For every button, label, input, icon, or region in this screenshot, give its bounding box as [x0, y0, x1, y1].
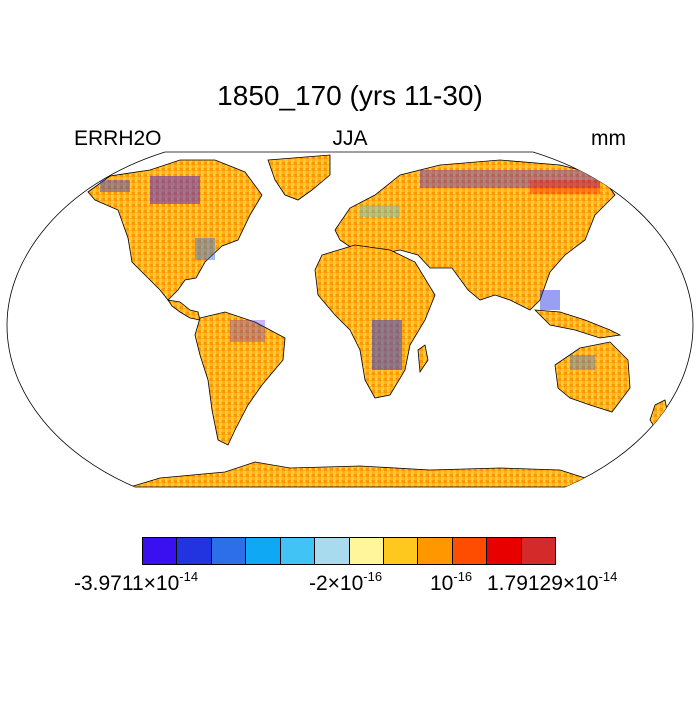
colorbar-box-5: [315, 538, 350, 564]
map-title: 1850_170 (yrs 11-30): [217, 80, 483, 111]
south-america-landmass: [194, 311, 286, 446]
colorbar-box-9: [452, 538, 488, 564]
units-label: mm: [591, 127, 626, 150]
colorbar-box-11: [521, 538, 556, 564]
colorbar-label-pos: 10-16: [430, 569, 473, 595]
colorbar-label-max: 1.79129×10-14: [487, 569, 618, 595]
madagascar-landmass: [417, 344, 429, 374]
colorbar-box-2: [211, 538, 247, 564]
season-label: JJA: [332, 127, 368, 150]
greenland-landmass: [267, 154, 331, 201]
colorbar-box-10: [487, 538, 522, 564]
colorbar-box-4: [280, 538, 316, 564]
indonesia-landmass: [533, 309, 622, 339]
colorbar-box-1: [177, 538, 212, 564]
north-america-landmass: [87, 159, 263, 301]
colorbar: [142, 537, 556, 565]
australia-landmass: [554, 341, 631, 413]
colorbar-box-6: [349, 538, 384, 564]
variable-label: ERRH2O: [74, 127, 162, 150]
eurasia-landmass: [334, 159, 616, 311]
colorbar-box-7: [383, 538, 419, 564]
colorbar-box-8: [418, 538, 453, 564]
colorbar-box-0: [143, 538, 178, 564]
colorbar-label-min: -3.9711×10-14: [74, 569, 199, 595]
colorbar-label-neg: -2×10-16: [309, 569, 383, 595]
colorbar-box-3: [246, 538, 281, 564]
